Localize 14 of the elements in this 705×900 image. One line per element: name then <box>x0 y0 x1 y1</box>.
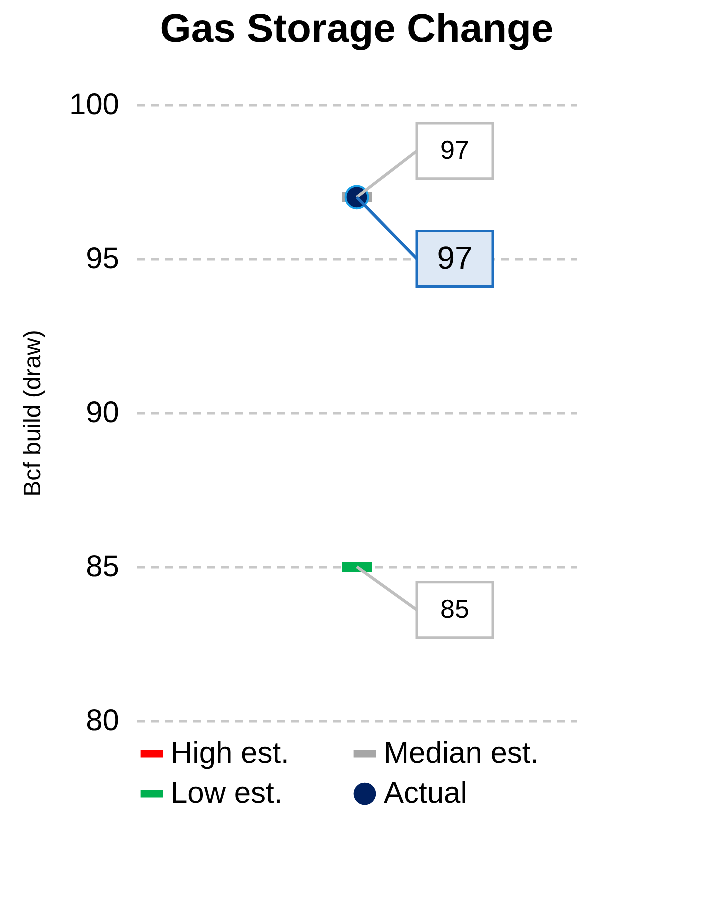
legend-label: Median est. <box>384 737 540 770</box>
y-tick-label: 95 <box>86 242 120 276</box>
y-tick-label: 85 <box>86 550 120 584</box>
data-label: 85 <box>440 594 470 624</box>
legend-label: High est. <box>171 737 290 770</box>
data-label: 97 <box>440 135 470 166</box>
y-tick-label: 90 <box>86 396 120 430</box>
legend-label: Actual <box>384 777 468 810</box>
y-tick-label: 80 <box>86 704 120 738</box>
data-label: 97 <box>437 240 473 276</box>
y-tick-label: 100 <box>69 88 120 122</box>
y-axis-title: Bcf build (draw) <box>19 330 46 497</box>
chart-title: Gas Storage Change <box>160 7 554 51</box>
legend-label: Low est. <box>171 777 283 810</box>
